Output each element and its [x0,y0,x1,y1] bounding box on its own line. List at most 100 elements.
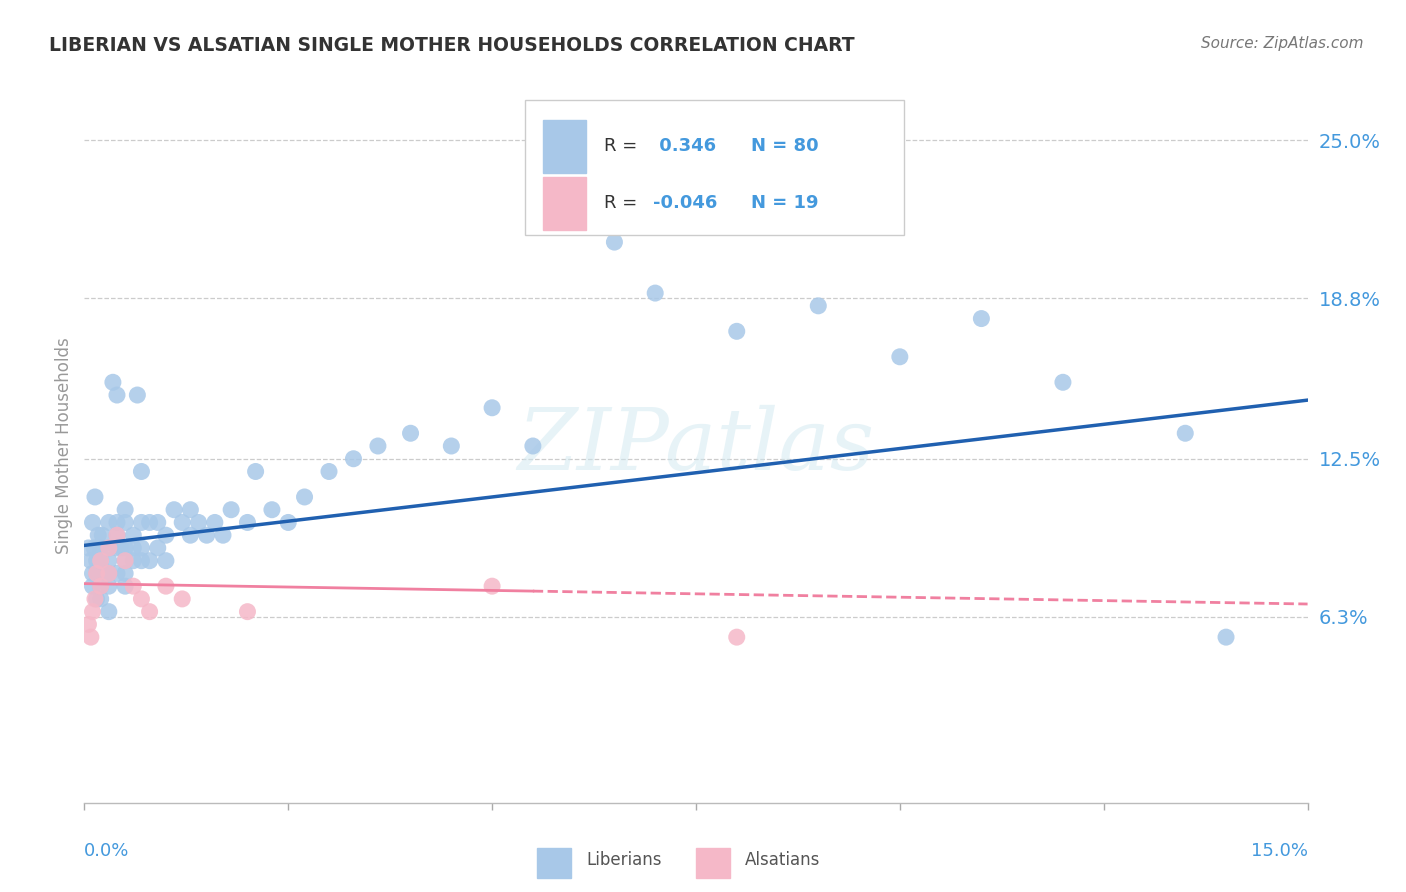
Point [114,579,136,593]
Text: Alsatians: Alsatians [745,851,820,869]
Point [86,554,108,568]
Bar [537,847,571,878]
Point [889,350,911,364]
Point [122,541,145,555]
Point [127,388,149,402]
Point [97,516,120,530]
Point [146,541,169,555]
Point [93,566,115,581]
Point [83,541,105,555]
Point [97,566,120,581]
Point [131,591,153,606]
Point [440,439,463,453]
Text: -0.046: -0.046 [654,194,717,212]
Point [163,502,186,516]
Point [1052,376,1074,390]
Bar [696,847,730,878]
Point [114,541,136,555]
Point [131,465,153,479]
Point [204,516,226,530]
Point [105,541,128,555]
Point [122,579,145,593]
Point [80,554,103,568]
Point [138,554,160,568]
Point [114,566,136,581]
Point [90,541,112,555]
Point [131,516,153,530]
Point [172,516,194,530]
Point [77,541,100,555]
Point [399,426,422,441]
FancyBboxPatch shape [524,100,904,235]
Point [236,605,259,619]
Point [101,376,124,390]
Point [82,516,104,530]
Bar [543,120,586,173]
Point [481,401,503,415]
Point [114,554,136,568]
Point [114,554,136,568]
Point [105,566,128,581]
Point [367,439,389,453]
Point [90,591,112,606]
Point [172,591,194,606]
Point [122,528,145,542]
Point [138,516,160,530]
Bar [543,177,586,230]
Point [97,566,120,581]
Point [179,502,201,516]
Point [105,528,128,542]
Point [91,528,114,542]
Point [97,541,120,555]
Point [86,566,108,581]
Point [105,528,128,542]
Text: 0.346: 0.346 [654,137,716,155]
Point [131,541,153,555]
Point [82,566,104,581]
Point [86,591,108,606]
Text: 0.0%: 0.0% [84,842,129,860]
Point [146,516,169,530]
Point [603,235,626,249]
Text: N = 80: N = 80 [751,137,818,155]
Text: ZIPatlas: ZIPatlas [517,405,875,487]
Point [195,528,218,542]
Point [87,528,110,542]
Point [84,591,107,606]
Point [97,605,120,619]
Point [481,579,503,593]
Point [725,630,748,644]
Point [219,502,242,516]
Point [82,579,104,593]
Point [155,528,177,542]
Point [236,516,259,530]
Point [110,541,132,555]
Point [970,311,993,326]
Point [260,502,283,516]
Point [1215,630,1237,644]
Text: R =: R = [605,194,643,212]
Point [90,579,112,593]
Point [80,630,103,644]
Point [155,554,177,568]
Point [725,324,748,338]
Point [179,528,201,542]
Point [105,516,128,530]
Point [84,490,107,504]
Point [342,451,364,466]
Point [318,465,340,479]
Point [131,554,153,568]
Text: 15.0%: 15.0% [1250,842,1308,860]
Text: Source: ZipAtlas.com: Source: ZipAtlas.com [1201,36,1364,51]
Point [644,286,666,301]
Point [155,579,177,593]
Point [97,541,120,555]
Text: LIBERIAN VS ALSATIAN SINGLE MOTHER HOUSEHOLDS CORRELATION CHART: LIBERIAN VS ALSATIAN SINGLE MOTHER HOUSE… [49,36,855,54]
Point [105,388,128,402]
Point [294,490,316,504]
Point [138,605,160,619]
Point [522,439,544,453]
Point [114,516,136,530]
Text: Liberians: Liberians [586,851,661,869]
Point [82,605,104,619]
